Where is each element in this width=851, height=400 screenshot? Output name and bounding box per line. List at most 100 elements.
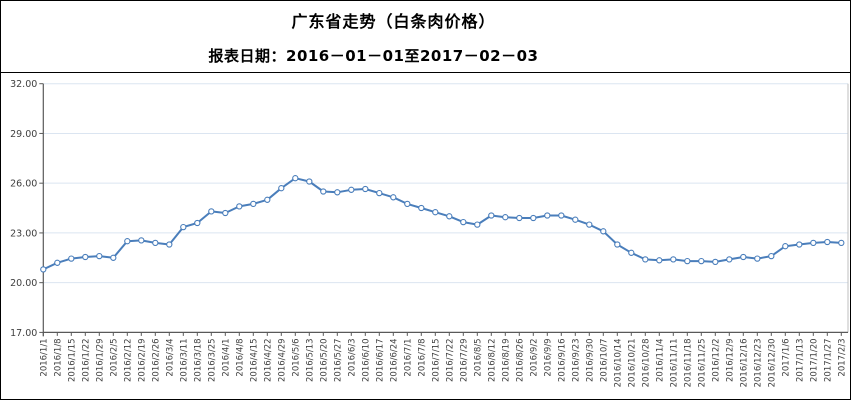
data-point-marker xyxy=(684,257,691,265)
data-point-marker xyxy=(586,221,593,228)
x-axis-label: 2016/3/4 xyxy=(165,338,175,376)
x-axis-label: 2016/7/22 xyxy=(445,338,455,382)
chart-header: 广东省走势（白条肉价格） 报表日期：2016－01－01至2017－02－03 xyxy=(1,1,850,73)
data-point-marker xyxy=(110,254,117,261)
x-axis-label: 2016/12/30 xyxy=(767,338,777,387)
data-point-marker xyxy=(264,196,271,203)
x-axis-label: 2017/1/6 xyxy=(781,338,791,376)
chart-region: 32.00 29.00 26.00 23.00 20.00 17.00 2016/1/1 20… xyxy=(1,73,850,399)
data-point-marker xyxy=(558,212,565,219)
y-axis-label: 17.00 xyxy=(10,328,37,339)
x-axis-label: 2016/5/13 xyxy=(305,338,315,382)
data-point-marker xyxy=(152,239,159,247)
x-axis-label: 2016/9/23 xyxy=(571,338,581,382)
data-point-marker xyxy=(656,257,663,264)
data-point-marker xyxy=(432,209,439,216)
x-axis-label: 2016/11/25 xyxy=(697,338,707,387)
x-axis-label: 2016/9/30 xyxy=(585,338,595,382)
data-point-marker xyxy=(390,194,397,201)
x-axis-label: 2016/1/8 xyxy=(53,338,63,376)
data-point-marker xyxy=(348,186,355,193)
data-point-marker xyxy=(838,239,845,247)
x-axis-label: 2016/11/11 xyxy=(669,338,679,387)
x-axis-label: 2016/12/9 xyxy=(725,338,735,382)
x-axis-label: 2016/1/1 xyxy=(39,338,49,376)
chart-title: 广东省走势（白条肉价格） xyxy=(291,12,496,31)
data-point-marker xyxy=(628,249,635,256)
x-axis-label: 2016/4/1 xyxy=(221,338,231,376)
data-point-marker xyxy=(54,259,61,266)
x-axis-label: 2017/1/20 xyxy=(809,338,819,382)
data-point-marker xyxy=(292,175,299,182)
x-axis-label: 2016/10/28 xyxy=(641,338,651,387)
data-point-marker xyxy=(250,200,257,208)
data-point-marker xyxy=(824,238,831,246)
data-point-marker xyxy=(446,213,453,220)
data-point-marker xyxy=(334,189,341,196)
x-axis-label: 2016/10/21 xyxy=(627,338,637,387)
x-axis-label: 2016/8/12 xyxy=(487,338,497,382)
x-axis-label: 2016/12/2 xyxy=(711,338,721,382)
data-point-marker xyxy=(670,256,677,263)
x-axis-label: 2016/3/11 xyxy=(179,338,189,382)
x-axis-label: 2016/9/2 xyxy=(529,338,539,376)
data-point-marker xyxy=(306,178,313,185)
x-axis-label: 2016/4/22 xyxy=(263,338,273,382)
data-point-marker xyxy=(572,216,579,223)
x-axis-label: 2016/8/5 xyxy=(473,338,483,376)
x-axis-label: 2016/1/15 xyxy=(67,338,77,382)
y-axis-label: 20.00 xyxy=(10,278,37,289)
x-axis-label: 2016/5/6 xyxy=(291,338,301,376)
data-point-marker xyxy=(236,203,243,210)
data-point-marker xyxy=(278,185,285,192)
data-point-marker xyxy=(796,241,803,248)
data-point-marker xyxy=(180,223,187,231)
data-point-marker xyxy=(40,266,47,273)
x-axis-label: 2016/6/17 xyxy=(375,338,385,382)
data-point-marker xyxy=(754,255,761,262)
data-point-marker xyxy=(740,253,747,261)
x-axis-label: 2016/12/23 xyxy=(753,338,763,387)
data-point-marker xyxy=(782,243,789,250)
data-point-marker xyxy=(362,185,369,193)
y-axis-label: 32.00 xyxy=(10,79,37,90)
x-axis-label: 2016/2/5 xyxy=(109,338,119,376)
x-axis-label: 2016/2/26 xyxy=(151,338,161,382)
x-axis-label: 2016/6/24 xyxy=(389,338,399,382)
data-point-marker xyxy=(404,200,411,208)
data-point-marker xyxy=(726,256,733,263)
x-axis-label: 2016/4/8 xyxy=(235,338,245,376)
data-point-marker xyxy=(474,221,481,228)
x-axis-label: 2017/1/27 xyxy=(823,338,833,382)
price-line xyxy=(42,177,843,271)
x-axis-label: 2017/1/13 xyxy=(795,338,805,382)
y-axis-label: 26.00 xyxy=(10,179,37,190)
x-axis-label: 2016/9/9 xyxy=(543,338,553,376)
x-axis-label: 2016/2/19 xyxy=(137,338,147,382)
x-axis-label: 2016/10/14 xyxy=(613,338,623,387)
x-axis-label: 2016/4/29 xyxy=(277,338,287,382)
x-axis-label: 2016/7/29 xyxy=(459,338,469,382)
x-axis-label: 2016/4/15 xyxy=(249,338,259,382)
x-axis-label: 2016/10/7 xyxy=(599,338,609,382)
x-axis-label: 2016/1/29 xyxy=(95,338,105,382)
data-point-marker xyxy=(68,255,75,262)
report-date-range: 报表日期：2016－01－01至2017－02－03 xyxy=(208,47,539,65)
x-axis-label: 2016/6/3 xyxy=(347,338,357,376)
data-point-marker xyxy=(208,208,215,215)
data-point-marker xyxy=(516,214,523,222)
x-axis-label: 2016/12/16 xyxy=(739,338,749,387)
data-point-marker xyxy=(460,218,467,226)
data-point-marker xyxy=(376,189,383,197)
data-point-marker xyxy=(222,209,229,217)
data-point-marker xyxy=(320,188,327,195)
data-point-marker xyxy=(96,252,103,260)
data-point-marker xyxy=(614,241,621,248)
x-axis-label: 2016/3/25 xyxy=(207,338,217,382)
data-point-marker xyxy=(698,257,705,265)
x-axis-label: 2016/3/18 xyxy=(193,338,203,382)
x-axis-label: 2016/5/20 xyxy=(319,338,329,382)
x-axis-label: 2017/2/3 xyxy=(837,338,847,376)
